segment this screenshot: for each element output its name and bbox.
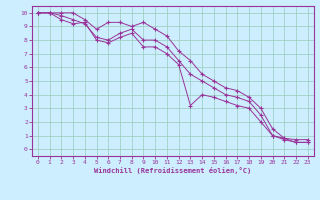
X-axis label: Windchill (Refroidissement éolien,°C): Windchill (Refroidissement éolien,°C) <box>94 167 252 174</box>
